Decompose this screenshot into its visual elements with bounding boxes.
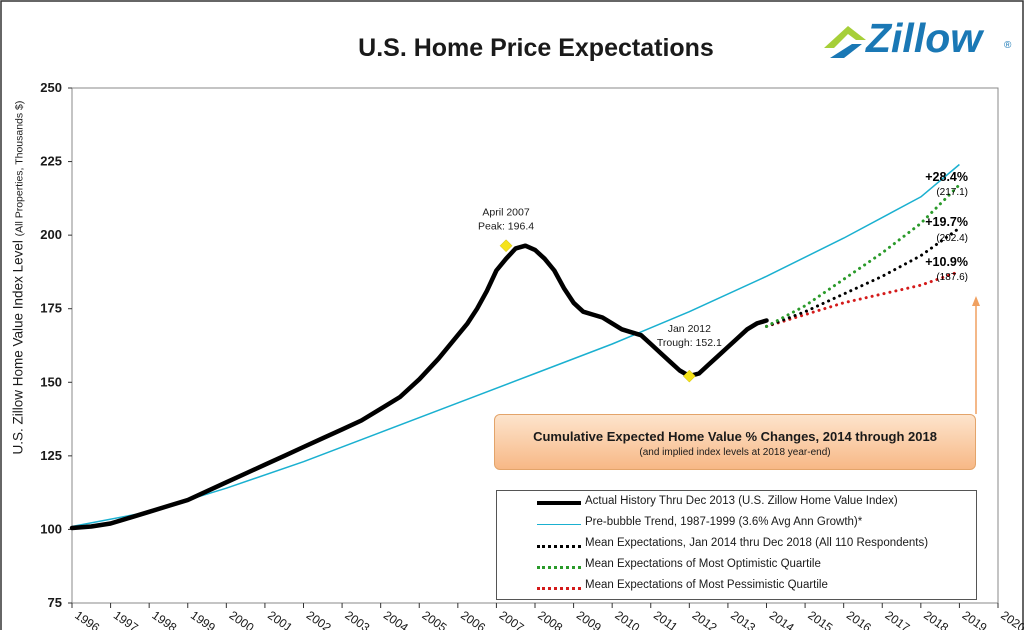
x-tick-label: 2005 xyxy=(420,608,450,630)
mean-level: (202.4) xyxy=(936,233,968,244)
y-axis-label-unit: (All Properties, Thousands $) xyxy=(13,100,26,237)
x-tick-label: 2013 xyxy=(728,608,758,630)
callout-subtitle: (and implied index levels at 2018 year-e… xyxy=(639,447,831,458)
series-prebubble-trend xyxy=(71,163,960,528)
x-tick-label: 1999 xyxy=(188,608,218,630)
y-tick-label: 175 xyxy=(40,301,62,316)
y-tick-label: 225 xyxy=(40,154,62,169)
x-tick-label: 2010 xyxy=(612,608,642,630)
optimistic-pct: +28.4% xyxy=(925,170,968,184)
x-tick-label: 2004 xyxy=(381,608,411,630)
trough-annotation-line1: Jan 2012 xyxy=(668,323,711,335)
callout-title: Cumulative Expected Home Value % Changes… xyxy=(533,429,937,444)
legend: Actual History Thru Dec 2013 (U.S. Zillo… xyxy=(496,490,977,600)
x-tick-label: 2015 xyxy=(805,608,835,630)
y-axis-label: U.S. Zillow Home Value Index Level (All … xyxy=(10,101,26,455)
mean-pct: +19.7% xyxy=(925,215,968,229)
legend-label-pessimistic: Mean Expectations of Most Pessimistic Qu… xyxy=(585,579,828,591)
legend-swatch-trend xyxy=(537,524,581,525)
y-tick-label: 75 xyxy=(48,595,62,610)
x-tick-label: 2009 xyxy=(574,608,604,630)
x-tick-label: 2001 xyxy=(265,608,295,630)
x-tick-label: 2012 xyxy=(690,608,720,630)
legend-label-trend: Pre-bubble Trend, 1987-1999 (3.6% Avg An… xyxy=(585,516,863,528)
x-tick-label: 2019 xyxy=(960,608,990,630)
callout-box: Cumulative Expected Home Value % Changes… xyxy=(494,414,976,470)
x-tick-label: 1996 xyxy=(72,608,102,630)
series-mean-expectations xyxy=(765,226,961,328)
peak-annotation-line1: April 2007 xyxy=(482,207,529,219)
legend-label-mean: Mean Expectations, Jan 2014 thru Dec 201… xyxy=(585,537,929,549)
x-tick-label: 2007 xyxy=(497,608,527,630)
x-tick-label: 2008 xyxy=(535,608,565,630)
y-tick-label: 250 xyxy=(40,80,62,95)
series-optimistic-quartile xyxy=(765,183,961,328)
zillow-logo: Zillow ® xyxy=(822,15,1012,68)
legend-swatch-optimistic xyxy=(537,566,581,569)
logo-text: Zillow xyxy=(866,15,983,61)
x-tick-label: 2006 xyxy=(458,608,488,630)
x-tick-label: 2014 xyxy=(767,608,797,630)
y-tick-label: 100 xyxy=(40,521,62,536)
x-tick-label: 2017 xyxy=(883,608,913,630)
peak-marker xyxy=(499,239,513,253)
legend-swatch-mean xyxy=(537,545,581,548)
legend-swatch-actual xyxy=(537,501,581,505)
series-actual-history xyxy=(69,243,769,531)
trough-annotation-line2: Trough: 152.1 xyxy=(657,337,722,349)
pessimistic-pct: +10.9% xyxy=(925,255,968,269)
x-tick-label: 2011 xyxy=(651,608,680,630)
trough-marker xyxy=(682,369,696,383)
x-tick-label: 1998 xyxy=(149,608,179,630)
callout-arrowhead xyxy=(972,296,980,306)
chart-title: U.S. Home Price Expectations xyxy=(358,34,714,62)
peak-annotation-line2: Peak: 196.4 xyxy=(478,221,534,233)
legend-swatch-pessimistic xyxy=(537,587,581,590)
optimistic-level: (217.1) xyxy=(936,187,968,198)
x-tick-label: 2018 xyxy=(921,608,951,630)
logo-registered-mark: ® xyxy=(1004,40,1012,51)
x-tick-label: 2016 xyxy=(844,608,874,630)
legend-label-optimistic: Mean Expectations of Most Optimistic Qua… xyxy=(585,558,821,570)
x-tick-label: 2020 xyxy=(998,608,1024,630)
pessimistic-level: (187.6) xyxy=(936,272,968,283)
y-tick-label: 150 xyxy=(40,374,62,389)
legend-label-actual: Actual History Thru Dec 2013 (U.S. Zillo… xyxy=(585,495,898,507)
x-tick-label: 2000 xyxy=(227,608,257,630)
zillow-house-icon xyxy=(824,26,866,58)
y-axis-label-main: U.S. Zillow Home Value Index Level xyxy=(10,236,26,455)
x-tick-label: 1997 xyxy=(111,608,141,630)
x-tick-label: 2003 xyxy=(342,608,372,630)
y-tick-label: 125 xyxy=(40,448,62,463)
x-tick-label: 2002 xyxy=(304,608,334,630)
y-tick-label: 200 xyxy=(40,227,62,242)
